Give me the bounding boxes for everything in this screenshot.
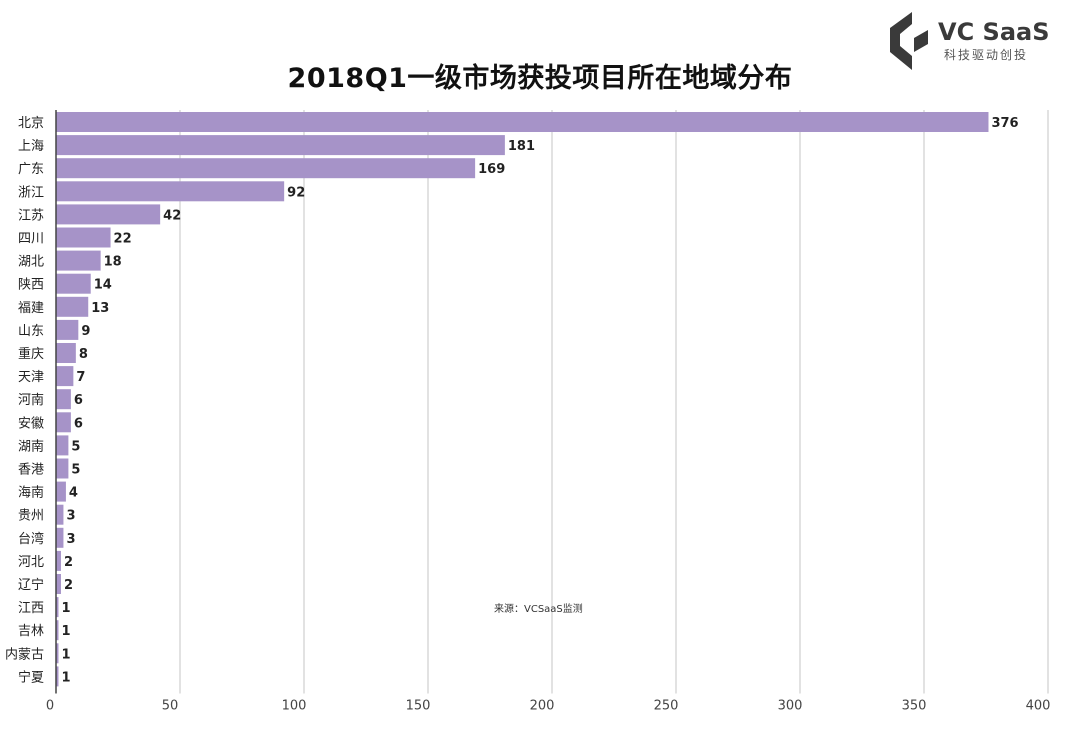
category-label: 宁夏	[18, 669, 44, 685]
category-label: 台湾	[18, 531, 44, 547]
chart-title: 2018Q1一级市场获投项目所在地域分布	[287, 63, 793, 94]
bar	[56, 550, 61, 571]
category-label: 山东	[18, 324, 44, 339]
data-label: 2	[64, 578, 73, 593]
bar	[56, 574, 61, 594]
bar	[56, 158, 476, 179]
bar	[56, 643, 59, 664]
source-note: 来源：VCSaaS监测	[494, 604, 583, 615]
x-tick-label: 100	[282, 699, 307, 714]
x-tick-label: 300	[778, 699, 803, 714]
data-label: 14	[94, 278, 112, 293]
data-label: 22	[114, 232, 132, 247]
data-label: 3	[66, 532, 75, 547]
grid-lines	[179, 110, 1049, 694]
data-label: 181	[508, 139, 535, 154]
data-label: 6	[74, 393, 83, 408]
category-label: 安徽	[18, 416, 44, 431]
bar	[56, 181, 285, 202]
category-label: 江西	[18, 601, 44, 616]
bar	[56, 366, 74, 387]
data-label: 6	[74, 416, 83, 431]
data-label: 169	[478, 162, 505, 177]
category-label: 福建	[18, 301, 44, 316]
data-label: 9	[81, 324, 90, 339]
bar	[56, 227, 111, 248]
brand-tagline: 科技驱动创投	[944, 48, 1029, 62]
data-label: 1	[61, 670, 70, 685]
bar	[56, 112, 989, 132]
bars	[56, 112, 989, 687]
bar	[56, 527, 64, 548]
brand-logo: VC SaaS 科技驱动创投	[884, 8, 1054, 72]
category-label: 香港	[18, 463, 44, 478]
data-label: 1	[61, 647, 70, 662]
category-label: 北京	[18, 116, 44, 131]
category-label: 河北	[18, 555, 44, 570]
data-label: 376	[991, 116, 1018, 131]
x-tick-label: 400	[1026, 699, 1051, 714]
bar	[56, 412, 71, 433]
category-label: 海南	[18, 485, 44, 501]
data-label: 5	[71, 439, 80, 454]
data-label: 2	[64, 555, 73, 570]
bar	[56, 481, 66, 502]
bar	[56, 458, 69, 479]
bar	[56, 504, 64, 525]
bar	[56, 666, 59, 687]
category-label: 内蒙古	[5, 646, 44, 662]
category-label: 四川	[18, 232, 44, 247]
brand-name: VC SaaS	[938, 18, 1050, 46]
bar	[56, 135, 505, 156]
category-label: 河南	[18, 392, 44, 408]
data-label: 18	[104, 255, 122, 270]
x-tick-label: 150	[406, 699, 431, 714]
data-label: 1	[61, 624, 70, 639]
category-label: 贵州	[18, 509, 44, 524]
bar	[56, 435, 69, 456]
data-label: 1	[61, 601, 70, 616]
x-tick-label: 50	[162, 699, 179, 714]
bar	[56, 597, 59, 618]
data-label: 8	[79, 347, 88, 362]
bar	[56, 319, 79, 340]
data-label: 42	[163, 208, 181, 223]
category-label: 浙江	[18, 185, 44, 200]
category-label: 湖北	[18, 255, 44, 270]
x-tick-labels: 0 50 100 150 200 250 300 350 400	[46, 699, 1051, 714]
bar	[56, 296, 89, 317]
brand-mark-icon	[890, 12, 928, 70]
x-tick-label: 200	[530, 699, 555, 714]
data-label: 92	[287, 185, 305, 200]
category-labels: 北京上海广东浙江江苏四川湖北陕西福建山东重庆天津河南安徽湖南香港海南贵州台湾河北…	[5, 116, 44, 685]
bar	[56, 343, 76, 363]
bar	[56, 273, 91, 294]
category-label: 天津	[18, 370, 44, 385]
category-label: 辽宁	[18, 577, 44, 593]
bar	[56, 620, 59, 641]
data-label: 7	[76, 370, 85, 385]
bar	[56, 389, 71, 410]
data-label: 4	[69, 486, 78, 501]
x-tick-label: 250	[654, 699, 679, 714]
x-tick-label: 0	[46, 699, 54, 714]
category-label: 广东	[18, 162, 44, 177]
category-label: 吉林	[18, 624, 44, 639]
category-label: 陕西	[18, 278, 44, 293]
category-label: 江苏	[18, 207, 44, 223]
x-tick-label: 350	[902, 699, 927, 714]
bar	[56, 250, 101, 271]
category-label: 湖南	[18, 438, 44, 454]
data-label: 5	[71, 463, 80, 478]
category-label: 重庆	[18, 346, 44, 362]
data-label: 3	[66, 509, 75, 524]
bar	[56, 204, 161, 225]
data-label: 13	[91, 301, 109, 316]
category-label: 上海	[18, 139, 44, 154]
